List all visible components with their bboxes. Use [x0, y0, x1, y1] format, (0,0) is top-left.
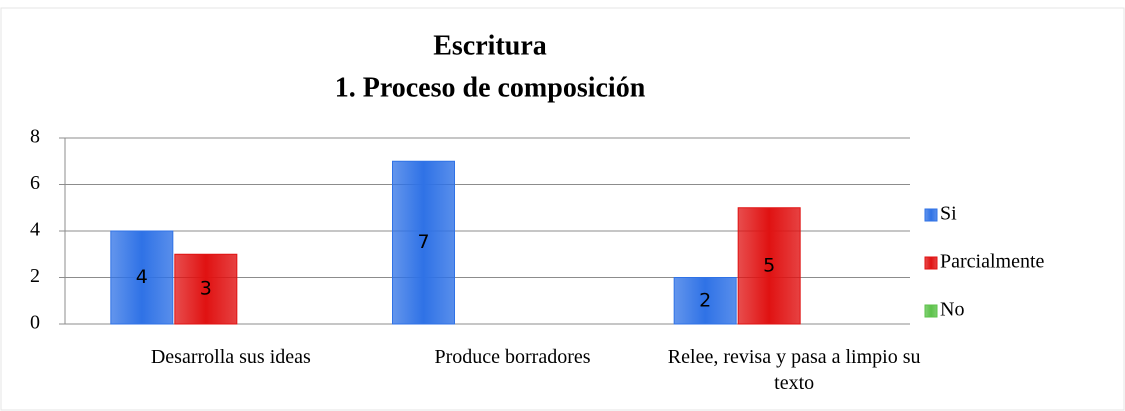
legend-label: No	[940, 299, 964, 321]
y-tick-label: 4	[30, 219, 40, 241]
chart-title: Escritura	[433, 30, 547, 61]
y-tick-label: 0	[30, 312, 40, 334]
bar	[110, 230, 174, 325]
data-label: 7	[417, 231, 429, 253]
legend-swatch	[924, 256, 938, 270]
bar	[174, 253, 238, 325]
legend-swatch	[924, 208, 938, 222]
legend-label: Parcialmente	[940, 251, 1045, 273]
legend-label: Si	[940, 203, 957, 225]
data-label: 2	[699, 289, 711, 311]
bar	[673, 277, 737, 325]
bar	[737, 207, 801, 325]
bar	[392, 160, 455, 325]
y-tick-label: 6	[30, 172, 40, 194]
legend-swatch	[924, 304, 938, 318]
x-tick-label: Produce borradores	[434, 346, 591, 368]
x-tick-label: Desarrolla sus ideas	[150, 346, 311, 368]
y-tick-label: 2	[30, 265, 40, 287]
data-label: 3	[200, 278, 212, 300]
data-label: 5	[763, 254, 775, 276]
x-tick-label: Relee, revisa y pasa a limpio su texto	[667, 346, 921, 394]
data-label: 4	[136, 266, 148, 288]
chart-subtitle: 1. Proceso de composición	[335, 72, 646, 103]
y-tick-label: 8	[30, 126, 40, 148]
